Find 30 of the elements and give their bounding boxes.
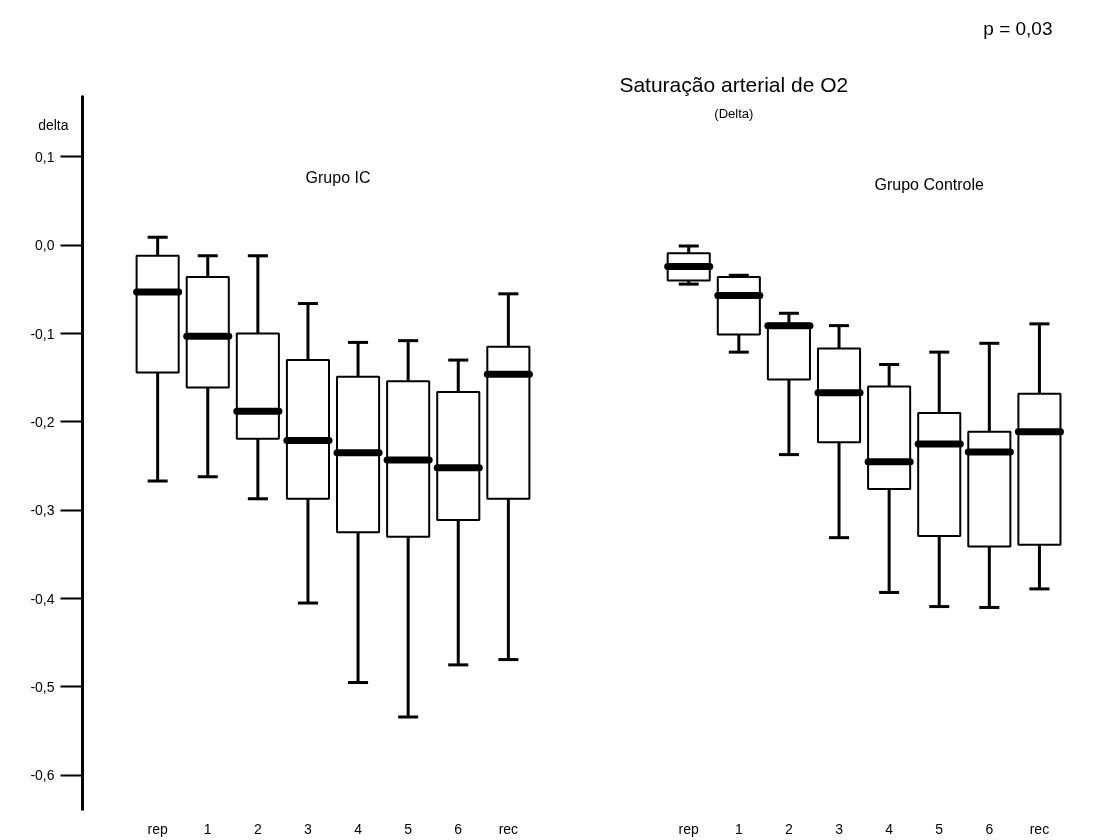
- text: (Delta): [714, 105, 754, 121]
- chart-title: Saturação arterial de O2: [619, 72, 849, 96]
- y-tick-label: -0,5: [30, 678, 55, 695]
- y-tick-label: -0,4: [30, 590, 55, 607]
- x-tick-label: rep: [147, 820, 168, 837]
- x-tick-label: 2: [785, 820, 794, 837]
- y-tick-label: 0,1: [35, 148, 55, 165]
- annotation: Grupo Controle: [874, 176, 984, 193]
- y-tick-label: -0,3: [30, 502, 55, 519]
- x-tick-label: 2: [253, 820, 262, 837]
- y-tick-label: -0,6: [30, 767, 55, 784]
- x-tick-label: rec: [498, 820, 519, 837]
- annotation: Grupo IC: [305, 168, 371, 186]
- x-tick-label: 6: [454, 820, 463, 837]
- text: p = 0,03: [983, 17, 1053, 39]
- x-tick-label: 3: [304, 820, 313, 837]
- x-tick-label: 1: [734, 820, 743, 837]
- x-tick-label: 5: [935, 820, 944, 837]
- x-tick-label: 6: [985, 820, 994, 837]
- y-tick-label: 0,0: [35, 237, 55, 254]
- x-tick-label: 1: [203, 820, 212, 837]
- x-tick-label: rep: [678, 820, 700, 837]
- x-tick-label: rec: [1029, 820, 1050, 837]
- x-tick-label: 4: [885, 820, 894, 837]
- x-tick-label: 4: [354, 820, 363, 837]
- y-tick-label: -0,2: [30, 413, 55, 430]
- x-tick-label: 3: [835, 820, 844, 837]
- y-tick-label: -0,1: [30, 325, 55, 342]
- x-tick-label: 5: [404, 820, 413, 837]
- y-axis-title: delta: [38, 117, 69, 134]
